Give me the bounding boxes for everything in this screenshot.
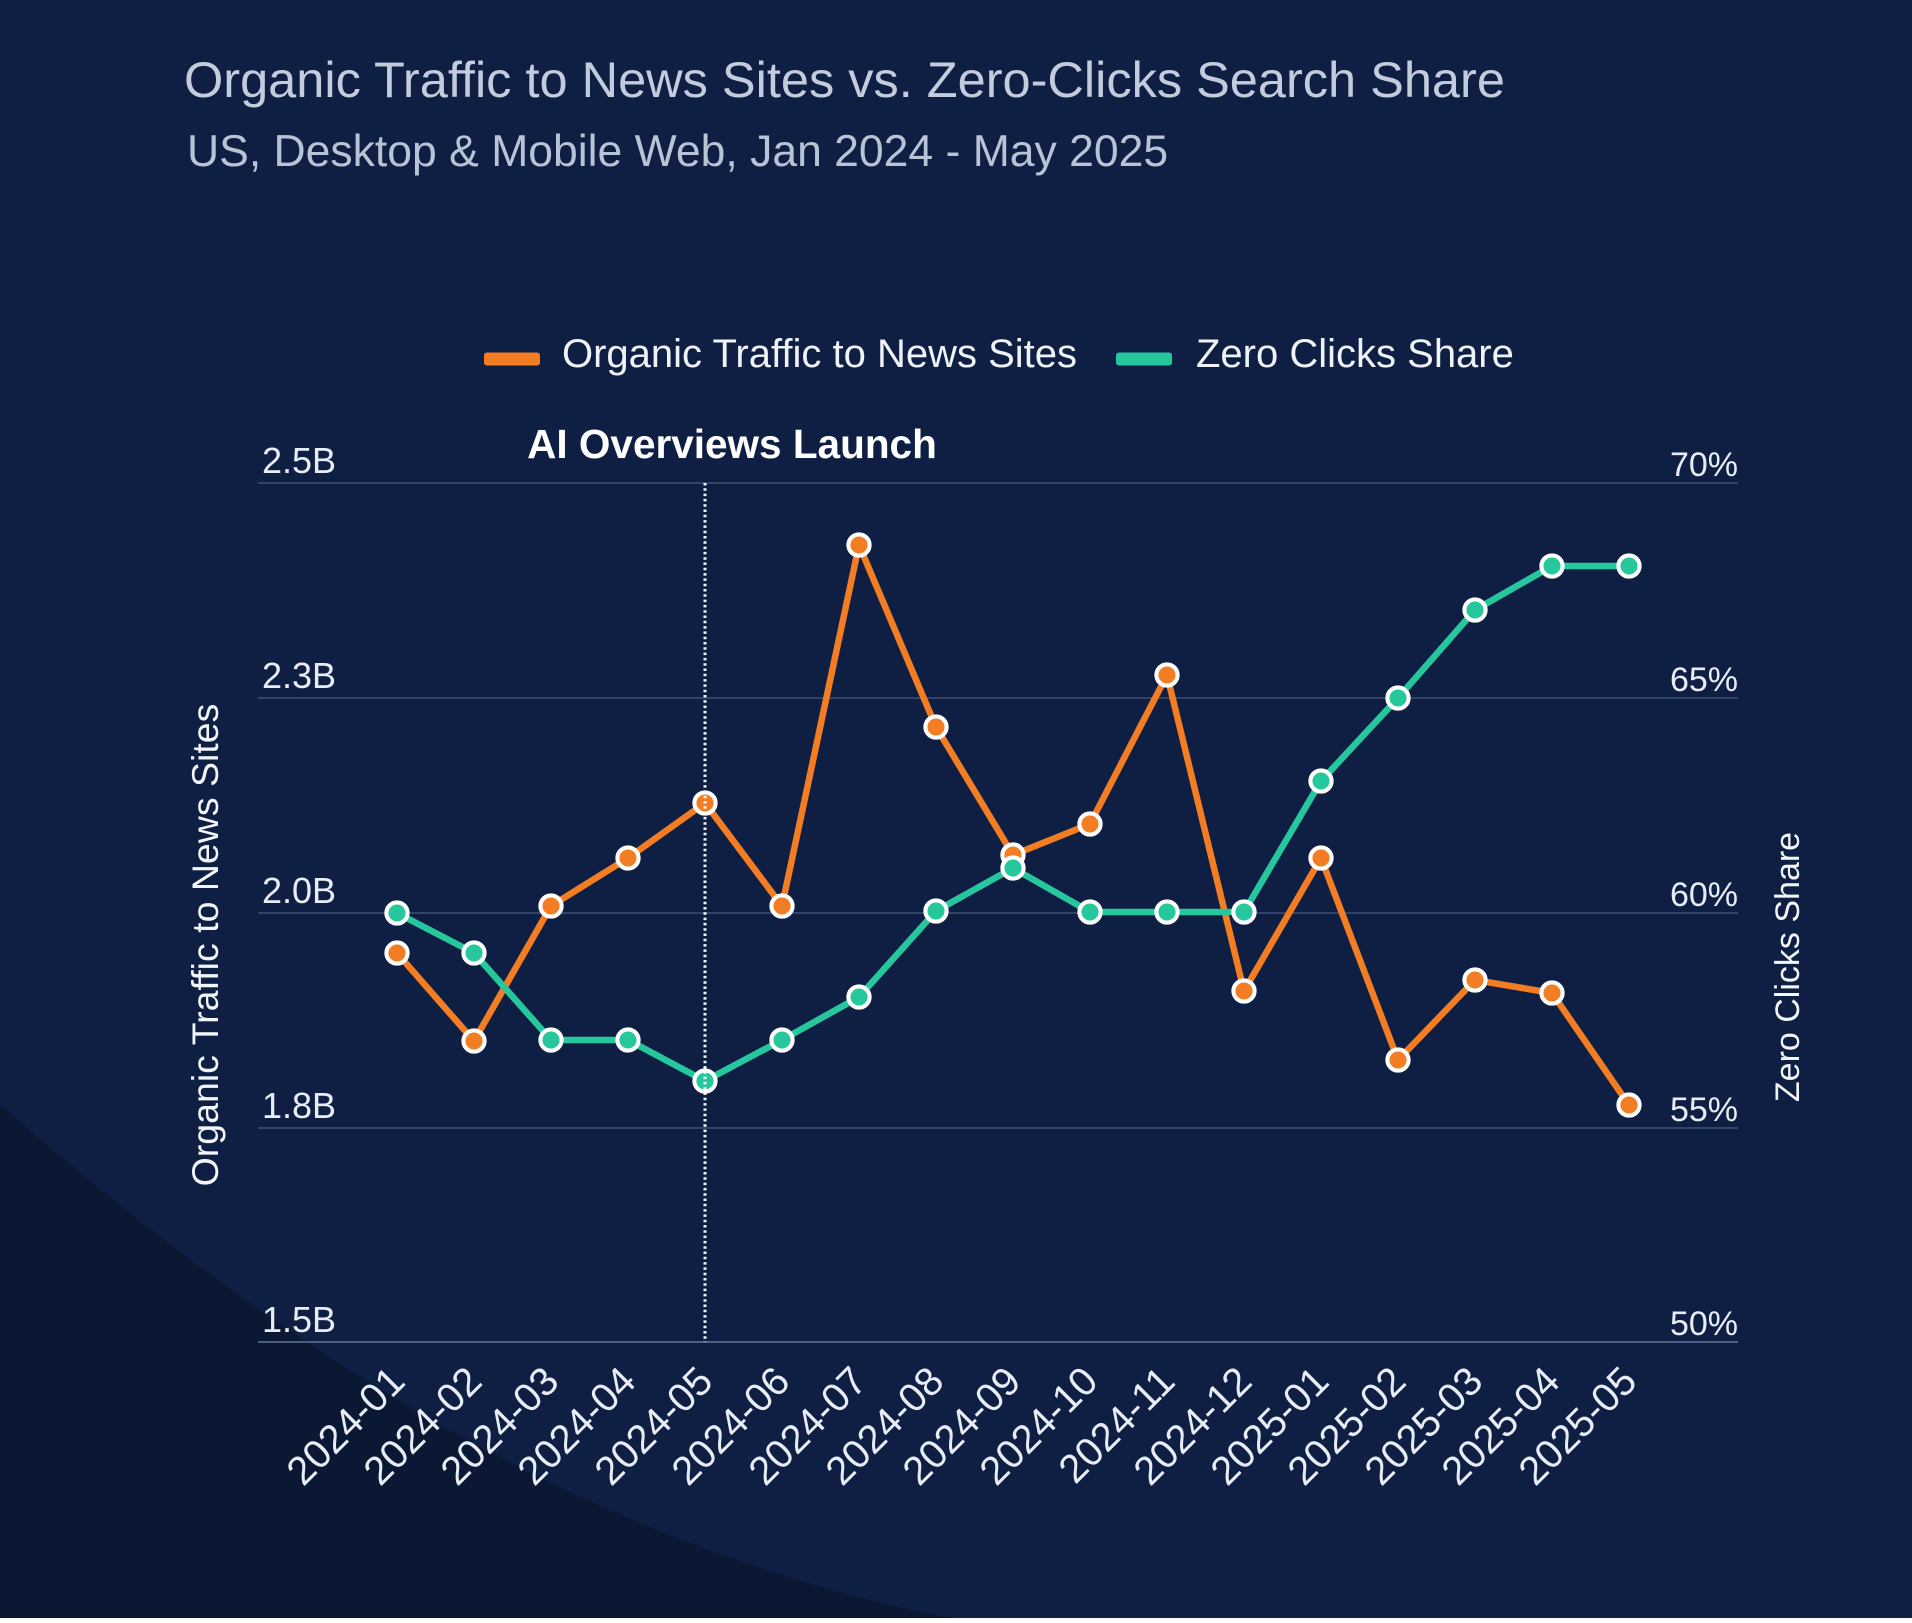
svg-text:70%: 70% [1670, 446, 1738, 484]
svg-text:1.5B: 1.5B [262, 1299, 336, 1340]
svg-text:2.5B: 2.5B [262, 440, 336, 481]
svg-text:Organic Traffic to News Sites: Organic Traffic to News Sites [184, 704, 226, 1187]
svg-text:60%: 60% [1670, 876, 1738, 914]
svg-text:1.8B: 1.8B [262, 1085, 336, 1126]
svg-text:2.0B: 2.0B [262, 870, 336, 911]
svg-text:65%: 65% [1670, 661, 1738, 699]
svg-text:55%: 55% [1670, 1091, 1738, 1129]
svg-text:Zero Clicks Share: Zero Clicks Share [1769, 832, 1807, 1102]
svg-text:50%: 50% [1670, 1305, 1738, 1343]
svg-text:Organic Traffic to News Sites: Organic Traffic to News Sites [562, 332, 1077, 376]
svg-text:2.3B: 2.3B [262, 655, 336, 696]
svg-text:Zero Clicks Share: Zero Clicks Share [1196, 332, 1514, 376]
svg-text:Organic Traffic to News Sites: Organic Traffic to News Sites vs. Zero-C… [184, 51, 1505, 108]
svg-text:AI Overviews Launch: AI Overviews Launch [527, 421, 937, 467]
svg-text:US, Desktop & Mobile Web, Jan: US, Desktop & Mobile Web, Jan 2024 - May… [187, 127, 1168, 176]
